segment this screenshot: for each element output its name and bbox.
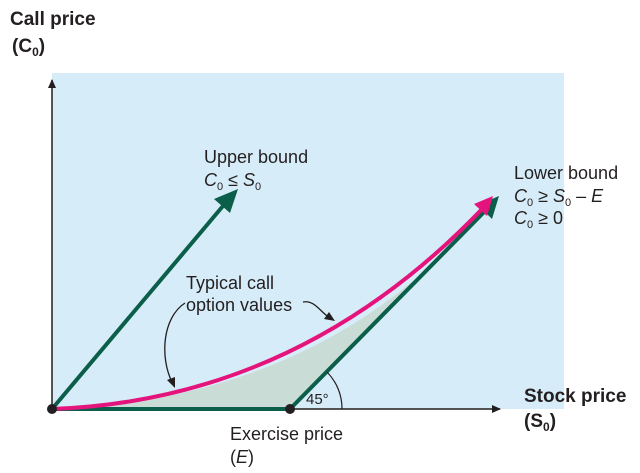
angle-arc: [326, 371, 343, 410]
angle-label: 45°: [306, 391, 329, 408]
typical-label-line2: option values: [186, 295, 292, 315]
shaded-region: [52, 200, 493, 409]
lower-bound-formula-1: C0 ≥ S0 – E: [514, 186, 604, 209]
typical-label-line1: Typical call: [186, 273, 274, 293]
x-axis-label: Stock price: [524, 386, 626, 407]
exercise-price-symbol: (E): [230, 447, 254, 467]
typical-value-curve: [51, 205, 486, 411]
lower-bound-diagonal: [288, 204, 492, 411]
pointer-to-lower-curve: [164, 302, 186, 383]
lower-bound-formula-2: C0 ≥ 0: [514, 208, 563, 231]
typical-curve-arrowhead: [474, 196, 493, 216]
pointer-arrowhead-2: [167, 377, 175, 388]
lower-bound-title: Lower bound: [514, 163, 618, 183]
upper-bound-formula: C0 ≤ S0: [204, 170, 261, 193]
upper-bound-line: [50, 198, 230, 411]
origin-point: [47, 404, 57, 414]
upper-bound-title: Upper bound: [204, 147, 308, 167]
exercise-price-point: [285, 404, 295, 414]
y-axis-symbol: (C0): [12, 36, 45, 59]
x-axis-symbol: (S0): [524, 411, 556, 434]
y-axis-label: Call price: [10, 9, 96, 30]
exercise-price-label: Exercise price: [230, 424, 343, 444]
upper-bound-arrowhead: [214, 189, 238, 213]
pointer-arrowhead: [324, 312, 335, 321]
